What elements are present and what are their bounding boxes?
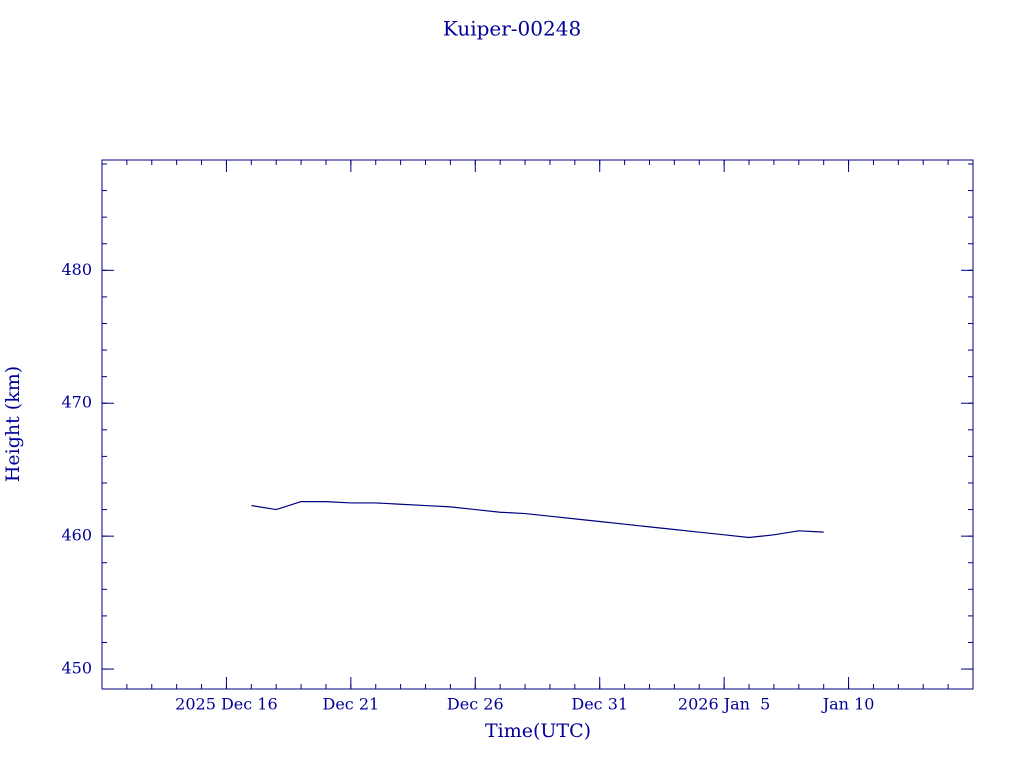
y-tick-label: 460 bbox=[61, 526, 92, 545]
x-tick-label: Dec 21 bbox=[323, 695, 380, 714]
y-tick-label: 470 bbox=[61, 393, 92, 412]
x-tick-label: 2025 Dec 16 bbox=[175, 695, 278, 714]
y-axis-label: Height (km) bbox=[2, 366, 24, 482]
plot-frame bbox=[101, 159, 974, 690]
y-tick-label: 480 bbox=[61, 260, 92, 279]
x-axis-label: Time(UTC) bbox=[485, 720, 591, 742]
chart-title: Kuiper-00248 bbox=[443, 17, 581, 41]
x-tick-label: 2026 Jan 5 bbox=[678, 695, 770, 714]
y-tick-label: 450 bbox=[61, 659, 92, 678]
x-tick-label: Dec 26 bbox=[447, 695, 504, 714]
x-tick-label: Dec 31 bbox=[571, 695, 628, 714]
x-tick-label: Jan 10 bbox=[821, 695, 875, 714]
data-line bbox=[251, 500, 824, 539]
